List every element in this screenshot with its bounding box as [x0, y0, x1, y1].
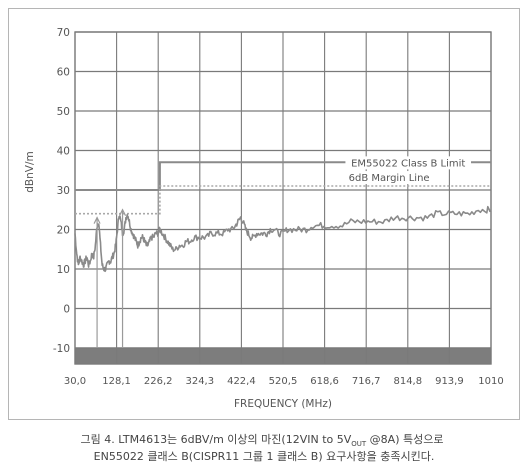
x-tick-label: 814,8: [393, 376, 422, 387]
x-tick-label: 324,3: [185, 376, 214, 387]
x-tick-label: 1010: [478, 376, 503, 387]
x-axis-title: FREQUENCY (MHz): [234, 398, 332, 410]
x-tick-label: 226,2: [144, 376, 173, 387]
y-tick-label: 70: [57, 27, 70, 39]
y-tick-label: 20: [57, 225, 70, 237]
y-tick-label: 10: [57, 264, 70, 276]
limit-line-label: EM55022 Class B Limit: [351, 158, 465, 169]
chart-frame: 70 60 50 40 30 20 10 0 -10 30,0 128,1 226,2 324,3 422…: [8, 8, 520, 420]
x-tick-label: 716,7: [352, 376, 381, 387]
limit-line-label-bg: [345, 156, 472, 170]
measured-emissions-trace: [74, 205, 492, 273]
x-tick-label: 128,1: [102, 376, 131, 387]
figure-caption-line-1: 그림 4. LTM4613는 6dBV/m 이상의 마진(12VIN to 5V…: [0, 431, 528, 448]
plot-border: [74, 31, 492, 365]
x-tick-label: 618,6: [310, 376, 339, 387]
x-tick-label: 422,4: [227, 376, 256, 387]
figure-caption-line-2: EN55022 클래스 B(CISPR11 그룹 1 클래스 B) 요구사항을 …: [93, 450, 435, 463]
margin-line-label-bg: [343, 171, 436, 185]
y-tick-label: 60: [57, 67, 70, 79]
x-tick-label: 520,5: [269, 376, 298, 387]
y-tick-label: -10: [53, 343, 70, 355]
y-tick-label: 30: [57, 185, 70, 197]
caption-text-a: 그림 4. LTM4613는 6dBV/m 이상의 마진(12VIN to 5V: [80, 433, 352, 446]
y-tick-label: 50: [57, 106, 70, 118]
peak-marker-arrow: [119, 208, 127, 216]
emissions-chart: 70 60 50 40 30 20 10 0 -10 30,0 128,1 226,2 324,3 422…: [24, 27, 504, 410]
y-tick-label: 40: [57, 146, 70, 158]
margin-line-label: 6dB Margin Line: [349, 173, 430, 184]
peak-marker-arrow: [93, 216, 101, 224]
x-tick-label: 913,9: [435, 376, 464, 387]
caption-subscript: OUT: [351, 440, 367, 449]
x-tick-label: 30,0: [64, 376, 86, 387]
class-b-limit-line: [75, 161, 491, 191]
y-tick-label: 0: [63, 304, 70, 316]
y-axis-title: dBnV/m: [24, 151, 36, 192]
caption-text-b: @8A) 특성으로: [366, 433, 444, 446]
